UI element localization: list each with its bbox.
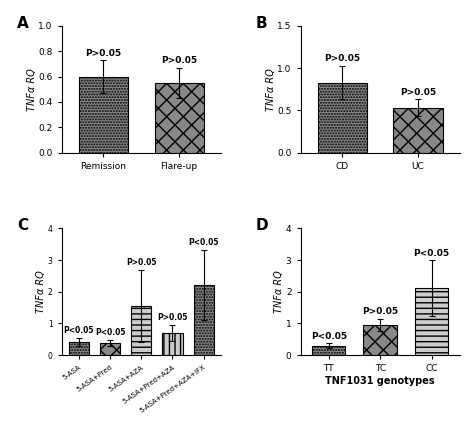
Text: D: D	[256, 218, 269, 233]
Text: P>0.05: P>0.05	[157, 313, 188, 323]
Text: P>0.05: P>0.05	[161, 56, 197, 65]
Text: P>0.05: P>0.05	[324, 54, 360, 63]
Text: P>0.05: P>0.05	[85, 48, 121, 58]
Bar	[393, 108, 443, 152]
Bar	[312, 346, 346, 355]
Text: P<0.05: P<0.05	[413, 249, 449, 258]
Y-axis label: TNFα RQ: TNFα RQ	[36, 270, 46, 313]
Bar	[131, 306, 151, 355]
Bar	[162, 333, 182, 355]
Text: P>0.05: P>0.05	[126, 258, 156, 267]
Y-axis label: TNFα RQ: TNFα RQ	[266, 68, 276, 111]
Text: P>0.05: P>0.05	[362, 307, 398, 316]
Bar	[415, 288, 448, 355]
Bar	[155, 83, 204, 152]
Y-axis label: TNFα RQ: TNFα RQ	[27, 68, 37, 111]
Text: P>0.05: P>0.05	[400, 88, 436, 97]
Bar	[193, 285, 214, 355]
Text: A: A	[17, 16, 29, 31]
Text: P<0.05: P<0.05	[311, 332, 347, 340]
Bar	[318, 83, 367, 152]
Text: B: B	[256, 16, 267, 31]
Bar	[100, 343, 120, 355]
Y-axis label: TNFα RQ: TNFα RQ	[274, 270, 284, 313]
Text: P<0.05: P<0.05	[95, 328, 125, 337]
Bar	[79, 77, 128, 152]
X-axis label: TNF1031 genotypes: TNF1031 genotypes	[325, 376, 435, 386]
Text: C: C	[17, 218, 28, 233]
Bar	[364, 325, 397, 355]
Text: P<0.05: P<0.05	[64, 326, 94, 336]
Bar	[69, 342, 89, 355]
Text: P<0.05: P<0.05	[189, 239, 219, 248]
